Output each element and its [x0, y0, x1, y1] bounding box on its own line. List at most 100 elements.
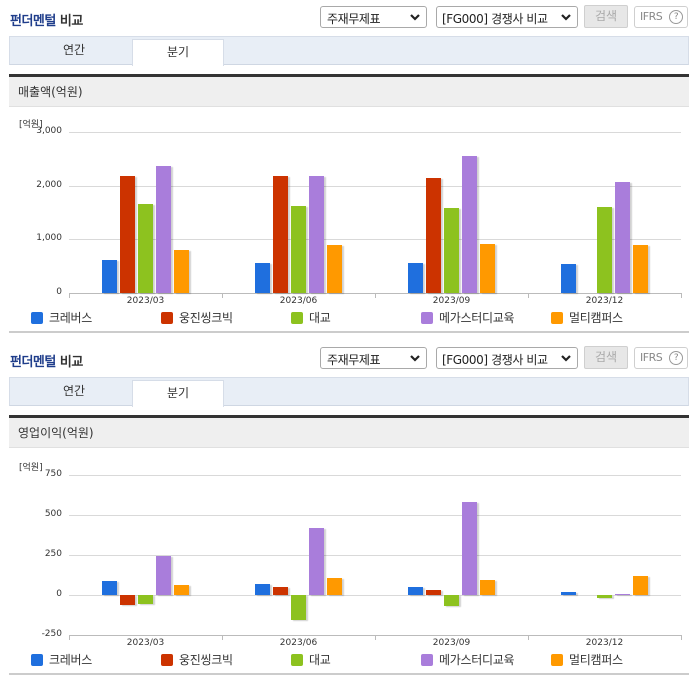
bar-크레버스-2023/03[interactable] [102, 580, 117, 595]
help-icon: ? [669, 10, 683, 24]
ifrs-help-button[interactable]: IFRS ? [634, 6, 688, 28]
compare-group-select[interactable]: [FG000] 경쟁사 비교 [436, 347, 578, 369]
bar-웅진씽크빅-2023/09[interactable] [426, 589, 441, 595]
legend-label: 웅진씽크빅 [179, 311, 233, 325]
legend-swatch-icon [161, 654, 173, 666]
bar-메가스터디교육-2023/06[interactable] [309, 527, 324, 595]
section-title: 펀더멘털 비교 [10, 351, 83, 370]
legend-item[interactable]: 메가스터디교육 [421, 309, 514, 326]
legend-label: 대교 [309, 653, 331, 667]
chevron-down-icon [561, 355, 571, 362]
bar-메가스터디교육-2023/09[interactable] [462, 501, 477, 595]
bar-크레버스-2023/12[interactable] [561, 263, 576, 293]
x-tick [375, 293, 376, 298]
statement-type-value: 주재무제표 [327, 12, 381, 26]
ifrs-help-button[interactable]: IFRS ? [634, 347, 688, 369]
legend-swatch-icon [551, 312, 563, 324]
bar-웅진씽크빅-2023/06[interactable] [273, 587, 288, 595]
legend-item[interactable]: 멀티캠퍼스 [551, 309, 623, 326]
legend-item[interactable]: 메가스터디교육 [421, 651, 514, 668]
tab-quarterly[interactable]: 분기 [132, 39, 224, 66]
bar-크레버스-2023/03[interactable] [102, 259, 117, 293]
chart-title-band: 매출액(억원) [9, 74, 689, 107]
x-tick-label: 2023/06 [279, 296, 318, 306]
x-tick-label: 2023/09 [432, 638, 471, 648]
y-tick-label: 3,000 [36, 126, 62, 136]
legend-item[interactable]: 크레버스 [31, 651, 92, 668]
bar-대교-2023/06[interactable] [291, 595, 306, 620]
legend-swatch-icon [31, 312, 43, 324]
legend-item[interactable]: 웅진씽크빅 [161, 651, 233, 668]
x-tick [69, 293, 70, 298]
search-button[interactable]: 검색 [584, 5, 628, 28]
bar-크레버스-2023/12[interactable] [561, 591, 576, 595]
gridline [69, 475, 681, 476]
legend-item[interactable]: 크레버스 [31, 309, 92, 326]
bar-웅진씽크빅-2023/03[interactable] [120, 175, 135, 293]
statement-type-value: 주재무제표 [327, 353, 381, 367]
gridline [69, 239, 681, 241]
tab-annual[interactable]: 연간 [62, 43, 86, 57]
statement-type-select[interactable]: 주재무제표 [320, 6, 427, 28]
bar-크레버스-2023/06[interactable] [255, 262, 270, 293]
bar-웅진씽크빅-2023/09[interactable] [426, 178, 441, 293]
legend-item[interactable]: 대교 [291, 651, 331, 668]
tab-quarterly[interactable]: 분기 [132, 380, 224, 407]
bar-대교-2023/12[interactable] [597, 595, 612, 598]
legend-label: 웅진씽크빅 [179, 653, 233, 667]
legend-label: 멀티캠퍼스 [569, 653, 623, 667]
legend-swatch-icon [421, 312, 433, 324]
bar-메가스터디교육-2023/12[interactable] [615, 593, 630, 595]
section-title: 펀더멘털 비교 [10, 10, 83, 29]
search-button[interactable]: 검색 [584, 346, 628, 369]
bar-메가스터디교육-2023/09[interactable] [462, 155, 477, 293]
legend-label: 크레버스 [49, 653, 92, 667]
bar-대교-2023/03[interactable] [138, 595, 153, 604]
legend-item[interactable]: 웅진씽크빅 [161, 309, 233, 326]
bar-대교-2023/12[interactable] [597, 207, 612, 293]
tab-annual[interactable]: 연간 [62, 384, 86, 398]
bar-대교-2023/09[interactable] [444, 595, 459, 607]
y-tick-label: -250 [41, 629, 62, 639]
legend-label: 메가스터디교육 [439, 653, 515, 667]
x-tick [528, 635, 529, 640]
bar-크레버스-2023/09[interactable] [408, 586, 423, 595]
title-plain: 비교 [55, 355, 83, 370]
statement-type-select[interactable]: 주재무제표 [320, 347, 427, 369]
bar-크레버스-2023/06[interactable] [255, 583, 270, 595]
bar-멀티캠퍼스-2023/06[interactable] [327, 578, 342, 595]
y-tick-label: 1,000 [36, 233, 62, 244]
legend-item[interactable]: 멀티캠퍼스 [551, 651, 623, 668]
legend-swatch-icon [291, 654, 303, 666]
x-tick [69, 635, 70, 640]
chevron-down-icon [410, 14, 420, 21]
legend-item[interactable]: 대교 [291, 309, 331, 326]
bar-멀티캠퍼스-2023/09[interactable] [480, 243, 495, 293]
bar-멀티캠퍼스-2023/12[interactable] [633, 575, 648, 595]
bar-멀티캠퍼스-2023/06[interactable] [327, 245, 342, 293]
bar-메가스터디교육-2023/03[interactable] [156, 165, 171, 293]
bar-메가스터디교육-2023/03[interactable] [156, 556, 171, 595]
gridline [69, 555, 681, 556]
x-tick [528, 293, 529, 298]
legend-swatch-icon [161, 312, 173, 324]
bar-멀티캠퍼스-2023/09[interactable] [480, 579, 495, 595]
bar-메가스터디교육-2023/06[interactable] [309, 175, 324, 293]
bar-대교-2023/06[interactable] [291, 206, 306, 293]
bar-대교-2023/03[interactable] [138, 203, 153, 293]
bar-멀티캠퍼스-2023/03[interactable] [174, 584, 189, 595]
legend-swatch-icon [421, 654, 433, 666]
section-header: 펀더멘털 비교 주재무제표 [FG000] 경쟁사 비교 검색 IFRS ? [0, 0, 696, 34]
ifrs-label: IFRS [640, 351, 663, 364]
x-tick-label: 2023/03 [126, 638, 165, 648]
bar-멀티캠퍼스-2023/12[interactable] [633, 245, 648, 293]
bar-대교-2023/09[interactable] [444, 208, 459, 293]
bar-메가스터디교육-2023/12[interactable] [615, 182, 630, 293]
bar-멀티캠퍼스-2023/03[interactable] [174, 250, 189, 293]
bar-웅진씽크빅-2023/03[interactable] [120, 595, 135, 605]
bar-크레버스-2023/09[interactable] [408, 262, 423, 293]
compare-group-select[interactable]: [FG000] 경쟁사 비교 [436, 6, 578, 28]
bar-웅진씽크빅-2023/06[interactable] [273, 175, 288, 293]
gridline [69, 515, 681, 516]
gridline [69, 132, 681, 133]
